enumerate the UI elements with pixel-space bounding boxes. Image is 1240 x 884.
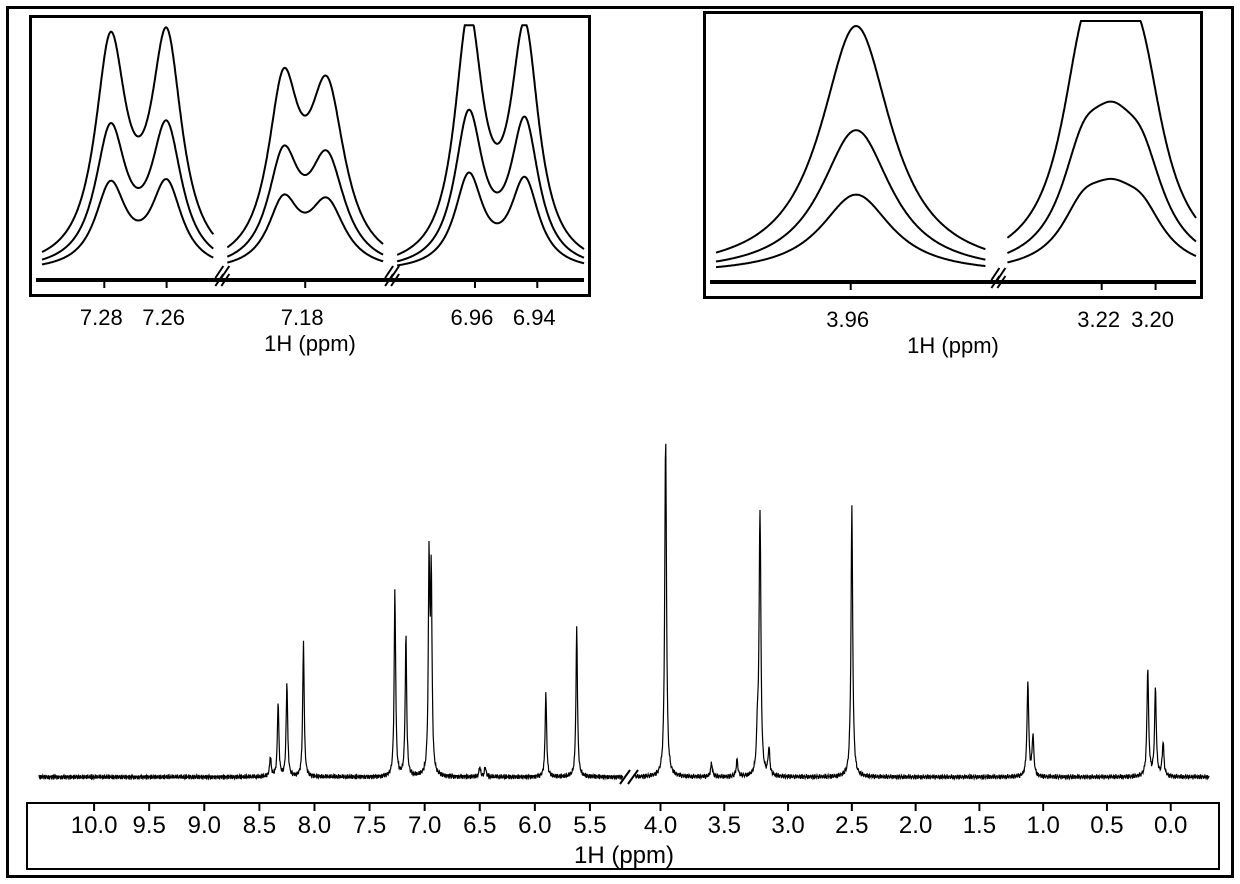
main-tick-label: 2.5 <box>835 812 868 839</box>
inset-right-tick-label: 3.96 <box>826 307 869 332</box>
main-tick-label: 1.0 <box>1026 812 1059 839</box>
inset-right-tick-label: 3.20 <box>1131 307 1174 332</box>
main-tick-label: 10.0 <box>71 812 118 839</box>
inset-left-tick-label: 7.28 <box>80 305 123 330</box>
main-axis-label: 1H (ppm) <box>574 842 674 869</box>
inset-left-tick-label: 6.96 <box>451 305 494 330</box>
inset-left-plot <box>32 18 588 294</box>
main-tick-label: 9.5 <box>133 812 166 839</box>
main-tick-label: 6.5 <box>463 812 496 839</box>
inset-left-tick-label: 7.18 <box>281 305 324 330</box>
figure-frame: 10.0 9.5 9.0 8.5 8.0 7.5 7.0 6.5 6.0 5.5 4.0 3.5 3.0… <box>6 6 1234 878</box>
inset-right-tick-label: 3.22 <box>1077 307 1120 332</box>
main-tick-label: 9.0 <box>188 812 221 839</box>
main-tick-label: 6.0 <box>518 812 551 839</box>
main-tick-label: 5.5 <box>573 812 606 839</box>
inset-aromatic-region <box>29 15 591 297</box>
main-tick-label: 3.0 <box>771 812 804 839</box>
inset-right-axis-label: 1H (ppm) <box>907 333 999 358</box>
main-tick-label: 2.0 <box>899 812 932 839</box>
main-tick-label: 1.5 <box>963 812 996 839</box>
main-tick-label: 0.5 <box>1090 812 1123 839</box>
inset-left-tick-label: 6.94 <box>513 305 556 330</box>
main-tick-label: 8.0 <box>298 812 331 839</box>
main-tick-label: 7.0 <box>408 812 441 839</box>
main-tick-label: 4.0 <box>644 812 677 839</box>
inset-aliphatic-region <box>703 11 1203 299</box>
main-tick-label: 7.5 <box>353 812 386 839</box>
main-tick-label: 8.5 <box>243 812 276 839</box>
inset-left-axis-label: 1H (ppm) <box>264 331 356 356</box>
main-tick-label: 3.5 <box>708 812 741 839</box>
main-tick-label: 0.0 <box>1154 812 1187 839</box>
inset-left-tick-label: 7.26 <box>142 305 185 330</box>
inset-right-plot <box>706 14 1200 296</box>
